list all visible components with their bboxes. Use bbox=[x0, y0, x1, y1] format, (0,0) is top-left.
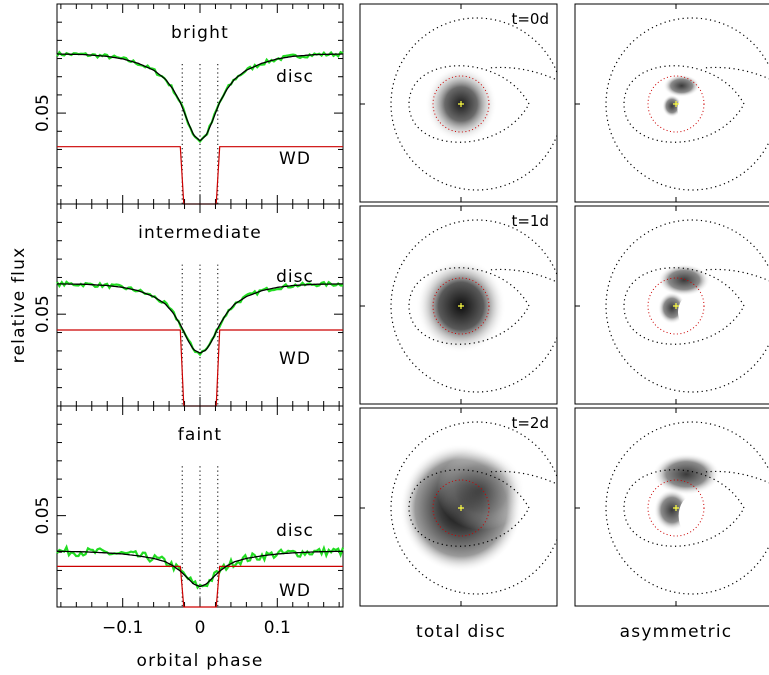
row-title: bright bbox=[171, 23, 229, 43]
light-curve-row-intermediate: intermediate disc WD 0.05 bbox=[33, 203, 344, 407]
light-curve-row-bright: bright disc WD 0.05 bbox=[33, 3, 344, 205]
model-line bbox=[57, 550, 343, 588]
asym-emission-bright-spot bbox=[652, 453, 721, 496]
map-frame bbox=[359, 205, 558, 405]
white-dwarf-marker bbox=[673, 505, 679, 511]
asym-emission-core bbox=[662, 94, 682, 118]
map-frame bbox=[574, 407, 769, 607]
x-tick-label: 0 bbox=[195, 618, 206, 638]
data-points-faint bbox=[56, 544, 345, 590]
map-frame bbox=[574, 3, 769, 203]
row-title: faint bbox=[178, 425, 223, 445]
asym-emission-gap bbox=[678, 495, 710, 537]
x-tick-label: 0.1 bbox=[264, 618, 291, 638]
asym-emission-gap bbox=[678, 296, 702, 328]
disc-emission-outer bbox=[437, 450, 525, 530]
white-dwarf-marker bbox=[458, 303, 464, 309]
row-title: intermediate bbox=[138, 223, 262, 243]
x-tick-label: −0.1 bbox=[102, 618, 143, 638]
asym-emission-bright-spot bbox=[658, 264, 710, 296]
asymmetric-map-t=2d bbox=[575, 408, 769, 606]
y-tick-label: 0.05 bbox=[33, 295, 53, 333]
light-curve-row-faint: faint disc WD 0.05 −0.1 0 0.1 bbox=[33, 405, 345, 638]
disc-map-panels: t=0d t=1d t=2d bbox=[359, 3, 769, 607]
y-tick-label: 0.05 bbox=[33, 94, 53, 132]
y-axis-label: relative flux bbox=[9, 247, 29, 364]
disc-label: disc bbox=[276, 267, 314, 287]
wd-label: WD bbox=[279, 349, 311, 369]
time-label: t=2d bbox=[511, 414, 549, 432]
wd-label: WD bbox=[279, 581, 311, 601]
x-axis-label: orbital phase bbox=[136, 651, 263, 671]
white-dwarf-marker bbox=[673, 303, 679, 309]
total-disc-column-label: total disc bbox=[416, 622, 506, 642]
model-line bbox=[57, 53, 343, 142]
circularisation-radius bbox=[647, 277, 705, 335]
model-line bbox=[57, 283, 343, 354]
white-dwarf-marker bbox=[458, 101, 464, 107]
total-disc-map-t=1d bbox=[360, 206, 557, 404]
circularisation-radius bbox=[647, 479, 705, 537]
asymmetric-map-t=0d bbox=[575, 4, 769, 202]
y-tick-label: 0.05 bbox=[33, 497, 53, 535]
asymmetric-map-t=1d bbox=[575, 206, 769, 404]
circularisation-radius bbox=[432, 277, 490, 335]
time-label: t=0d bbox=[511, 10, 549, 28]
map-frame bbox=[574, 205, 769, 405]
white-dwarf-marker bbox=[458, 505, 464, 511]
disc-label: disc bbox=[276, 67, 314, 87]
wd-component-line bbox=[57, 565, 343, 608]
asymmetric-column-label: asymmetric bbox=[620, 622, 733, 642]
light-curve-panels: brightdiscWD0.05intermediatediscWD0.05fa… bbox=[33, 3, 345, 638]
map-frame bbox=[359, 3, 558, 203]
data-points-intermediate bbox=[56, 280, 344, 357]
asym-emission-gap bbox=[677, 97, 695, 120]
circularisation-radius bbox=[647, 75, 705, 133]
time-label: t=1d bbox=[511, 212, 549, 230]
wd-label: WD bbox=[279, 149, 311, 169]
total-disc-map-t=0d bbox=[360, 4, 557, 202]
white-dwarf-marker bbox=[673, 101, 679, 107]
circularisation-radius bbox=[432, 75, 490, 133]
asym-emission-bright-spot bbox=[663, 74, 700, 98]
circularisation-radius bbox=[432, 479, 490, 537]
map-frame bbox=[359, 407, 558, 607]
total-disc-map-t=2d bbox=[360, 408, 557, 606]
disc-label: disc bbox=[276, 521, 314, 541]
